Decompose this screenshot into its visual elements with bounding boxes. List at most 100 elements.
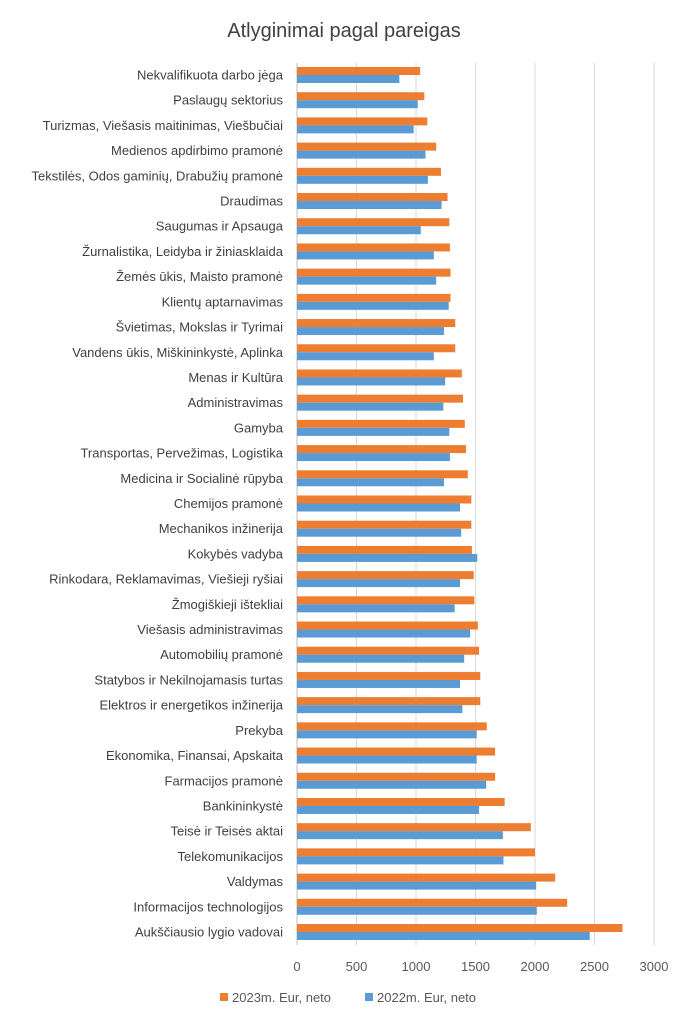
bar-2023 (297, 67, 421, 75)
legend: 2023m. Eur, neto 2022m. Eur, neto (220, 990, 476, 1005)
bar-2023 (297, 898, 568, 907)
bar-2022 (297, 150, 426, 159)
bar-2022 (297, 654, 465, 663)
category-label: Viešasis administravimas (137, 622, 283, 637)
bar-2023 (297, 571, 474, 580)
chart-title: Atlyginimai pagal pareigas (227, 20, 460, 42)
bar-2023 (297, 167, 441, 176)
bar-2023 (297, 369, 462, 378)
bar-2022 (297, 125, 414, 134)
bar-2023 (297, 520, 472, 529)
x-tick-label: 2500 (580, 959, 609, 974)
bar-2023 (297, 873, 556, 882)
bar-2023 (297, 193, 448, 202)
bar-2022 (297, 629, 471, 638)
category-label: Švietimas, Mokslas ir Tyrimai (116, 320, 283, 335)
category-label: Tekstilės, Odos gaminių, Drabužių pramon… (32, 168, 283, 183)
bar-2023 (297, 797, 505, 806)
category-label: Aukščiausio lygio vadovai (135, 925, 283, 940)
bar-2022 (297, 478, 444, 487)
bar-2022 (297, 528, 462, 537)
bar-2023 (297, 848, 535, 857)
bar-2023 (297, 445, 466, 454)
bar-2022 (297, 75, 400, 83)
bar-2022 (297, 402, 444, 411)
bar-2023 (297, 596, 475, 605)
bar-2023 (297, 142, 437, 151)
bar-2023 (297, 747, 496, 756)
bar-2022 (297, 201, 442, 210)
bar-2022 (297, 730, 477, 739)
bar-2023 (297, 243, 450, 252)
bar-2023 (297, 646, 480, 655)
category-label: Žmogiškieji ištekliai (172, 597, 283, 612)
bar-2023 (297, 470, 468, 479)
bar-2023 (297, 218, 450, 227)
bar-2022 (297, 881, 537, 890)
category-label: Medienos apdirbimo pramonė (111, 143, 283, 158)
bar-2022 (297, 301, 449, 310)
category-label: Žurnalistika, Leidyba ir žiniasklaida (82, 244, 284, 259)
bar-2023 (297, 419, 465, 428)
bar-2023 (297, 772, 496, 781)
category-label: Medicina ir Socialinė rūpyba (120, 471, 283, 486)
category-label: Rinkodara, Reklamavimas, Viešieji ryšiai (49, 572, 283, 587)
category-label: Klientų aptarnavimas (162, 294, 284, 309)
bar-2022 (297, 427, 450, 436)
category-label: Nekvalifikuota darbo jėga (137, 68, 284, 83)
category-label: Žemės ūkis, Maisto pramonė (116, 269, 283, 284)
bar-2022 (297, 226, 421, 235)
bar-2022 (297, 679, 461, 688)
x-tick-labels: 0 500 1000 1500 2000 2500 3000 (293, 959, 668, 974)
category-label: Draudimas (220, 194, 283, 209)
category-label: Transportas, Pervežimas, Logistika (80, 446, 283, 461)
bar-2022 (297, 276, 437, 285)
category-label: Bankininkystė (203, 798, 283, 813)
bar-2022 (297, 553, 478, 562)
bar-2022 (297, 705, 463, 714)
category-label: Chemijos pramonė (174, 496, 283, 511)
legend-swatch (220, 993, 228, 1001)
bar-2022 (297, 100, 418, 109)
x-tick-label: 3000 (640, 959, 669, 974)
category-label: Kokybės vadyba (188, 546, 284, 561)
bar-2023 (297, 697, 481, 706)
category-label: Automobilių pramonė (160, 647, 283, 662)
bar-2022 (297, 831, 503, 840)
x-tick-label: 500 (346, 959, 368, 974)
legend-label: 2023m. Eur, neto (232, 990, 331, 1005)
category-label: Mechanikos inžinerija (159, 521, 284, 536)
x-tick-label: 0 (293, 959, 300, 974)
bar-2022 (297, 805, 480, 814)
bar-2023 (297, 394, 464, 403)
bar-2022 (297, 251, 434, 260)
category-label: Farmacijos pramonė (165, 773, 284, 788)
bar-2022 (297, 579, 461, 588)
category-label: Elektros ir energetikos inžinerija (99, 698, 283, 713)
category-label: Statybos ir Nekilnojamasis turtas (94, 672, 283, 687)
bar-2023 (297, 722, 487, 731)
x-tick-label: 2000 (521, 959, 550, 974)
category-label: Administravimas (188, 395, 284, 410)
category-label: Ekonomika, Finansai, Apskaita (106, 748, 284, 763)
bar-2023 (297, 344, 456, 353)
bar-2023 (297, 621, 478, 630)
category-label: Teisė ir Teisės aktai (171, 824, 284, 839)
bar-2023 (297, 545, 472, 554)
bar-2022 (297, 604, 455, 613)
category-label: Gamyba (234, 420, 284, 435)
category-label: Turizmas, Viešasis maitinimas, Viešbučia… (43, 118, 283, 133)
bar-2022 (297, 856, 504, 865)
category-label: Vandens ūkis, Miškininkystė, Aplinka (72, 345, 284, 360)
x-tick-label: 1000 (402, 959, 431, 974)
bar-2022 (297, 906, 537, 915)
category-label: Valdymas (227, 874, 284, 889)
bar-2023 (297, 495, 472, 504)
bar-2022 (297, 327, 444, 336)
bar-2023 (297, 92, 425, 101)
x-tick-label: 1500 (461, 959, 490, 974)
bar-2023 (297, 117, 428, 126)
category-labels: Nekvalifikuota darbo jėga Paslaugų sektor… (32, 68, 284, 940)
bar-2023 (297, 924, 623, 932)
